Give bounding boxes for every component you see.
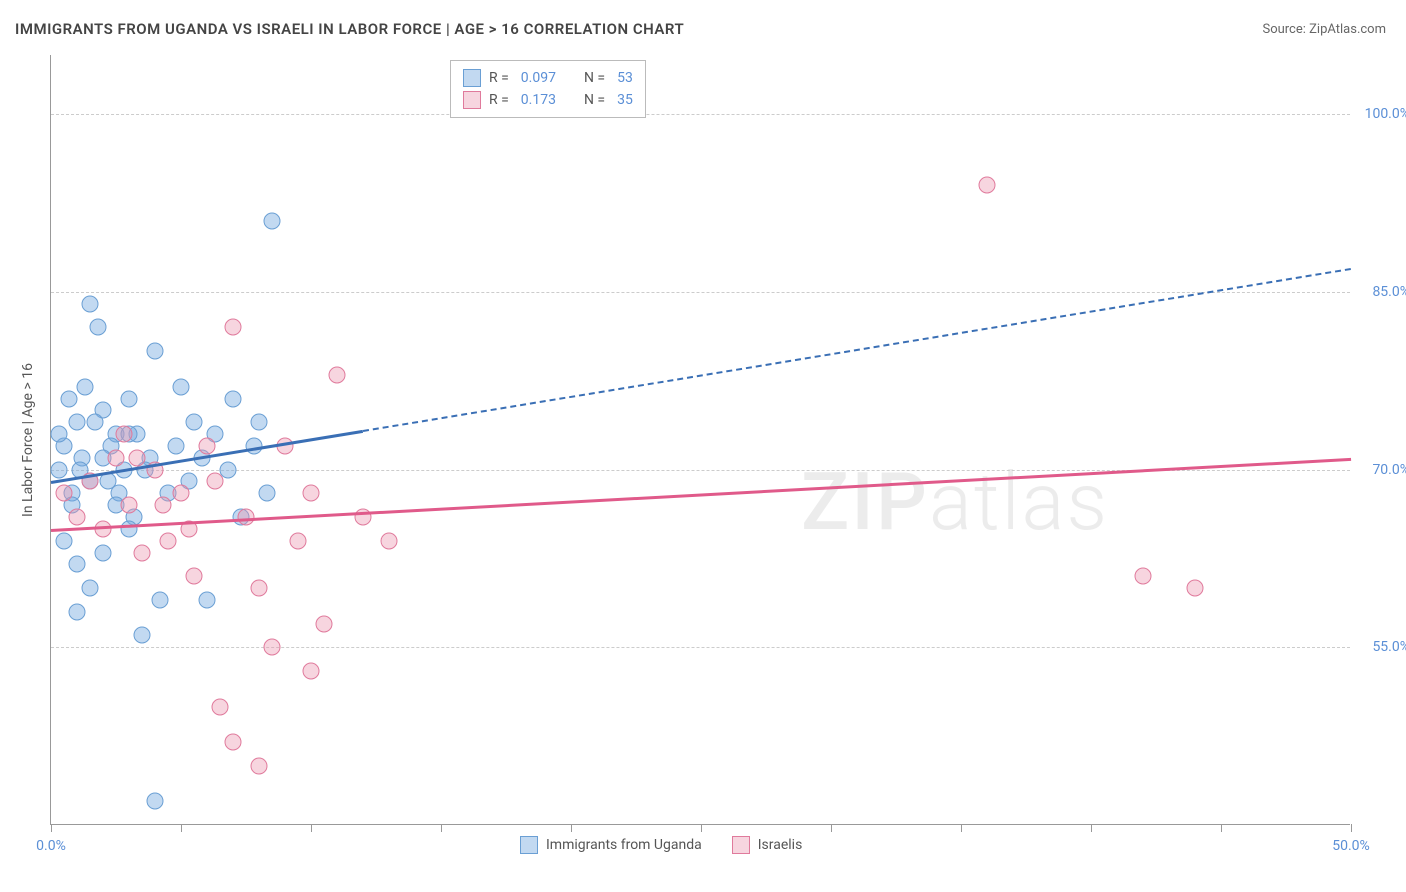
scatter-point	[251, 580, 268, 597]
scatter-point	[108, 449, 125, 466]
scatter-point	[173, 485, 190, 502]
scatter-point	[56, 485, 73, 502]
x-tick	[701, 824, 702, 832]
x-tick	[831, 824, 832, 832]
y-tick-label: 100.0%	[1355, 106, 1406, 122]
scatter-point	[186, 568, 203, 585]
scatter-point	[121, 520, 138, 537]
scatter-point	[167, 437, 184, 454]
y-tick-label: 70.0%	[1355, 462, 1406, 478]
scatter-point	[134, 627, 151, 644]
scatter-point	[303, 663, 320, 680]
scatter-point	[69, 603, 86, 620]
scatter-point	[329, 366, 346, 383]
scatter-point	[87, 414, 104, 431]
legend-item: Israelis	[732, 836, 803, 854]
scatter-point	[1135, 568, 1152, 585]
x-tick	[1221, 824, 1222, 832]
scatter-point	[1187, 580, 1204, 597]
legend-swatch	[732, 836, 750, 854]
scatter-point	[264, 212, 281, 229]
legend-row: R = 0.173N = 35	[463, 89, 633, 111]
y-axis-label: In Labor Force | Age > 16	[20, 363, 36, 517]
scatter-point	[69, 556, 86, 573]
scatter-point	[173, 378, 190, 395]
x-tick-label: 50.0%	[1332, 838, 1370, 854]
legend-swatch	[463, 69, 481, 87]
gridline	[51, 647, 1350, 648]
x-tick	[961, 824, 962, 832]
scatter-point	[50, 426, 67, 443]
scatter-point	[381, 532, 398, 549]
scatter-point	[50, 461, 67, 478]
legend-series: Immigrants from Uganda Israelis	[520, 836, 802, 854]
x-tick	[51, 824, 52, 832]
x-tick	[311, 824, 312, 832]
y-tick-label: 85.0%	[1355, 284, 1406, 300]
scatter-point	[82, 295, 99, 312]
scatter-point	[979, 177, 996, 194]
scatter-point	[219, 461, 236, 478]
scatter-point	[121, 497, 138, 514]
scatter-point	[212, 698, 229, 715]
scatter-point	[147, 343, 164, 360]
gridline	[51, 114, 1350, 115]
scatter-point	[264, 639, 281, 656]
x-tick	[441, 824, 442, 832]
scatter-point	[251, 757, 268, 774]
x-tick	[181, 824, 182, 832]
scatter-point	[134, 544, 151, 561]
x-tick	[1351, 824, 1352, 832]
scatter-point	[69, 509, 86, 526]
scatter-point	[95, 544, 112, 561]
chart-area: ZIPatlas 55.0%70.0%85.0%100.0%0.0%50.0%	[50, 55, 1350, 825]
scatter-point	[258, 485, 275, 502]
scatter-point	[154, 497, 171, 514]
scatter-point	[69, 414, 86, 431]
scatter-point	[225, 390, 242, 407]
scatter-point	[206, 473, 223, 490]
legend-item: Immigrants from Uganda	[520, 836, 702, 854]
y-tick-label: 55.0%	[1355, 639, 1406, 655]
scatter-point	[225, 734, 242, 751]
scatter-point	[303, 485, 320, 502]
legend-correlation: R = 0.097N = 53R = 0.173N = 35	[450, 60, 646, 118]
x-tick	[1091, 824, 1092, 832]
scatter-point	[152, 591, 169, 608]
scatter-point	[160, 532, 177, 549]
scatter-point	[199, 591, 216, 608]
legend-swatch	[520, 836, 538, 854]
gridline	[51, 292, 1350, 293]
scatter-point	[290, 532, 307, 549]
scatter-point	[225, 319, 242, 336]
scatter-point	[89, 319, 106, 336]
scatter-point	[82, 580, 99, 597]
scatter-point	[316, 615, 333, 632]
legend-swatch	[463, 91, 481, 109]
chart-title: IMMIGRANTS FROM UGANDA VS ISRAELI IN LAB…	[15, 20, 684, 38]
scatter-point	[56, 532, 73, 549]
scatter-point	[199, 437, 216, 454]
scatter-point	[121, 390, 138, 407]
source-label: Source: ZipAtlas.com	[1262, 22, 1386, 37]
scatter-point	[61, 390, 78, 407]
x-tick-label: 0.0%	[36, 838, 66, 854]
scatter-point	[128, 449, 145, 466]
scatter-point	[251, 414, 268, 431]
x-tick	[571, 824, 572, 832]
scatter-point	[115, 426, 132, 443]
scatter-point	[76, 378, 93, 395]
scatter-point	[147, 793, 164, 810]
scatter-point	[186, 414, 203, 431]
legend-row: R = 0.097N = 53	[463, 67, 633, 89]
